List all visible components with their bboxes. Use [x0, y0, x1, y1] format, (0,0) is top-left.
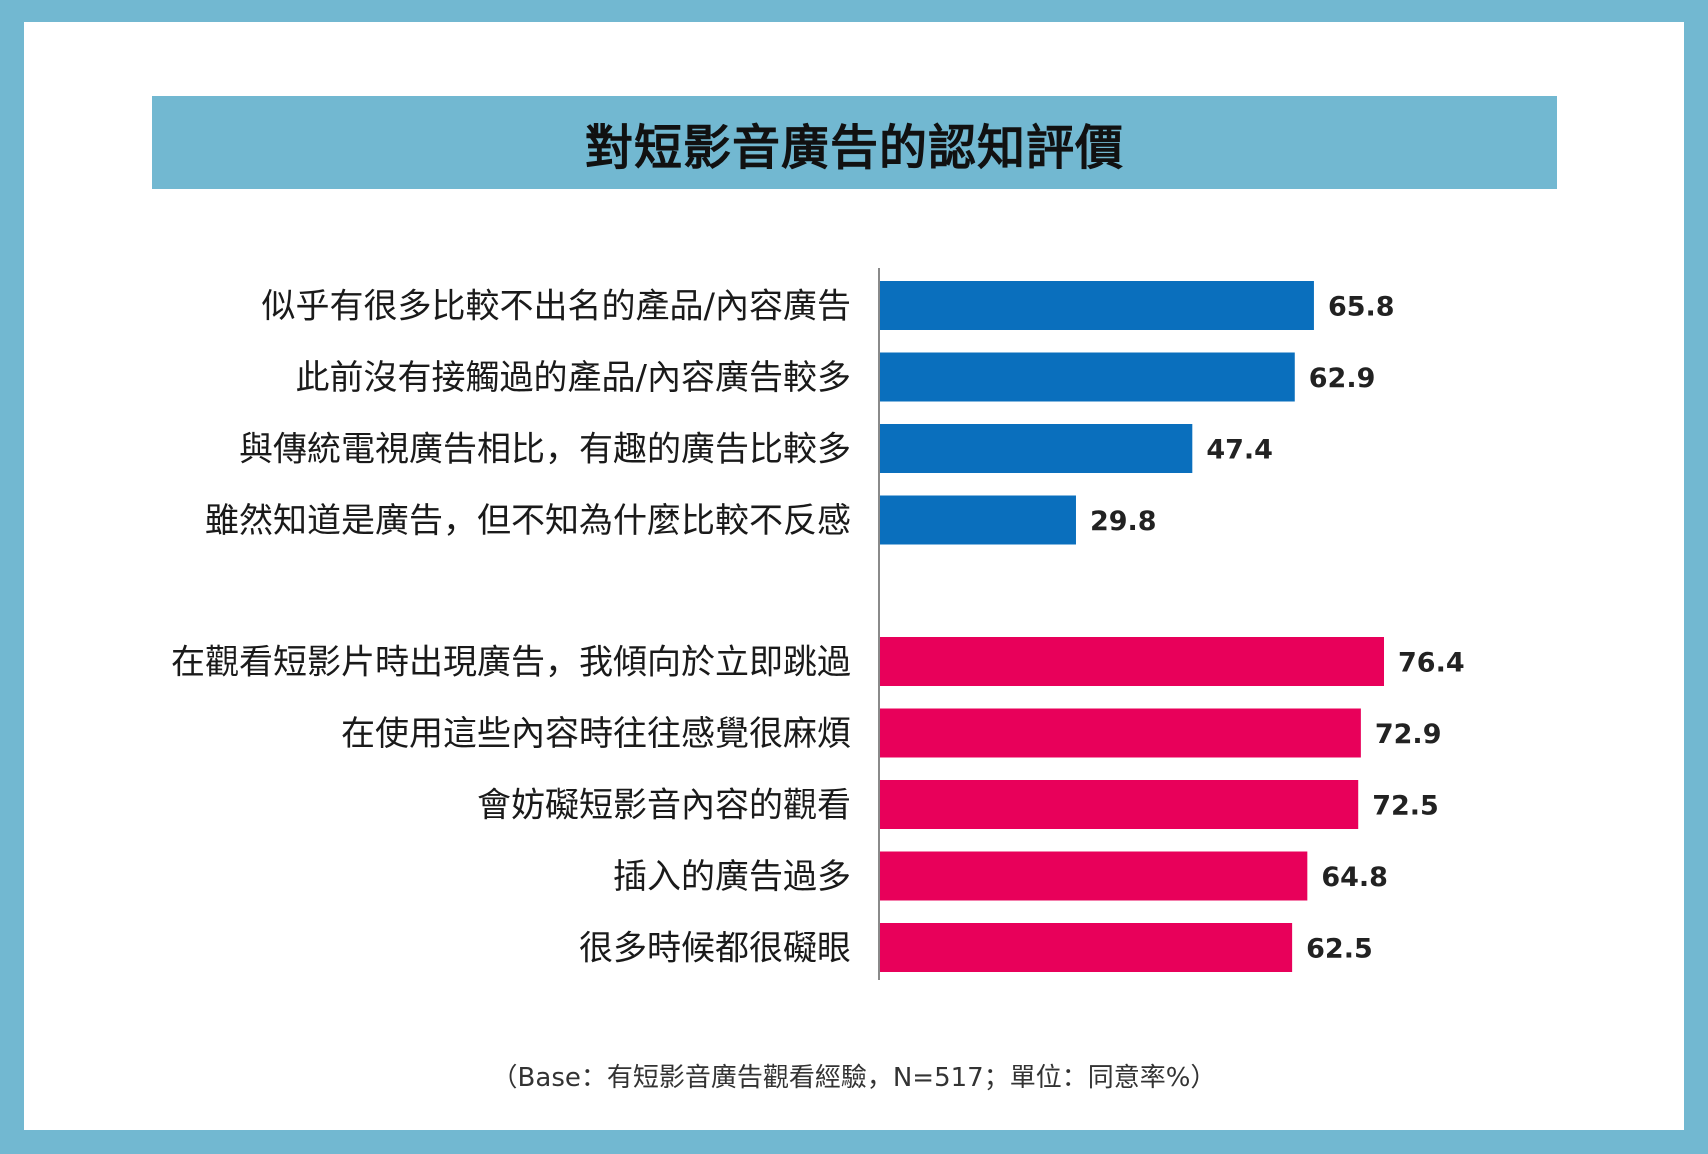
value-label: 62.5	[1306, 934, 1373, 965]
bar-2-5	[879, 923, 1293, 972]
category-label: 會妨礙短影音內容的觀看	[477, 786, 851, 826]
category-label: 與傳統電視廣告相比，有趣的廣告比較多	[239, 430, 851, 470]
bar-2-3	[879, 780, 1359, 829]
chart-title: 對短影音廣告的認知評價	[584, 119, 1124, 176]
bar-1-3	[879, 424, 1193, 473]
category-label: 很多時候都很礙眼	[579, 929, 851, 969]
bar-1-4	[879, 495, 1076, 545]
category-label: 此前沒有接觸過的產品/內容廣告較多	[296, 358, 851, 398]
category-label: 在觀看短影片時出現廣告，我傾向於立即跳過	[171, 643, 851, 683]
value-label: 29.8	[1090, 506, 1157, 537]
chart-panel	[24, 22, 1684, 1130]
category-label: 雖然知道是廣告，但不知為什麼比較不反感	[205, 501, 851, 541]
value-label: 72.9	[1375, 719, 1442, 750]
bar-2-1	[879, 637, 1385, 686]
category-label: 插入的廣告過多	[613, 857, 851, 897]
footnote: （Base：有短影音廣告觀看經驗，N=517；單位：同意率%）	[491, 1063, 1217, 1093]
value-label: 47.4	[1206, 435, 1273, 466]
bar-1-1	[879, 281, 1314, 330]
category-label: 在使用這些內容時往往感覺很麻煩	[341, 714, 851, 754]
bar-2-4	[879, 851, 1308, 901]
value-label: 76.4	[1398, 648, 1465, 679]
bar-1-2	[879, 352, 1295, 402]
value-label: 64.8	[1321, 862, 1388, 893]
title-band: 對短影音廣告的認知評價	[152, 96, 1557, 189]
value-label: 72.5	[1372, 791, 1439, 822]
bar-2-2	[879, 708, 1361, 758]
value-label: 62.9	[1309, 363, 1376, 394]
category-label: 似乎有很多比較不出名的產品/內容廣告	[262, 287, 851, 327]
value-label: 65.8	[1328, 292, 1395, 323]
